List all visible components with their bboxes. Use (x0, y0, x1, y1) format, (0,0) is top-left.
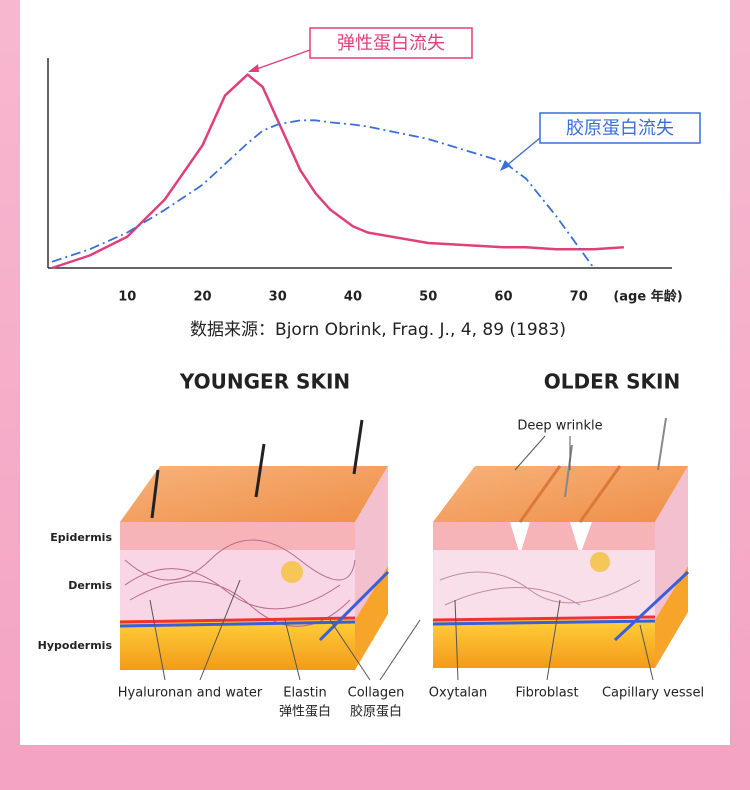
label: Oxytalan (429, 686, 488, 701)
vessel (119, 616, 356, 624)
younger-title: YOUNGER SKIN (179, 370, 350, 394)
deep-wrinkle-label: Deep wrinkle (517, 419, 602, 434)
label: 胶原蛋白 (350, 704, 402, 720)
annotations: 弹性蛋白流失 胶原蛋白流失 (248, 27, 701, 171)
wrinkle (518, 465, 622, 523)
annotation-box (539, 112, 701, 144)
epidermis (120, 522, 355, 550)
x-tick-label: 20 (193, 290, 211, 305)
fibroblast-cell (281, 561, 303, 583)
arrow-head (248, 64, 259, 72)
hair (150, 469, 160, 519)
annotation-arrow (253, 49, 311, 71)
source: 数据来源：Bjorn Obrink, Frag. J., 4, 89 (1983… (190, 320, 566, 340)
skin-illustration: YOUNGER SKIN OLDER SKIN Deep wrinkle (38, 370, 704, 720)
skin-side-fat (355, 566, 388, 670)
hair (657, 417, 667, 471)
x-tick-label: 30 (269, 290, 287, 305)
vessel (318, 570, 390, 642)
annotation-box (309, 27, 473, 59)
series-line (51, 73, 624, 270)
hypodermis (120, 620, 355, 670)
annotation: 弹性蛋白流失 (337, 33, 445, 54)
layer-label: Epidermis (50, 531, 112, 544)
label: Fibroblast (515, 686, 578, 701)
x-tick-label: 50 (419, 290, 437, 305)
label: Elastin (283, 686, 327, 701)
vessel (119, 620, 356, 628)
annotation-arrow (505, 137, 541, 167)
hair (254, 443, 266, 498)
label: 弹性蛋白 (279, 704, 331, 720)
layer-label: Dermis (68, 579, 112, 592)
vessel (432, 619, 656, 626)
hair (352, 419, 364, 475)
pointer (149, 579, 654, 681)
series-line (51, 119, 595, 269)
epidermis (433, 522, 655, 555)
hypodermis (433, 620, 655, 668)
skin-top (120, 466, 388, 522)
skin-top (433, 466, 688, 522)
hair (564, 444, 573, 498)
vessel (613, 570, 690, 642)
pointer (514, 435, 546, 471)
skin-side-fat (655, 566, 688, 668)
older-title: OLDER SKIN (544, 370, 680, 394)
label: Collagen (348, 686, 405, 701)
x-tick-label: 10 (118, 290, 136, 305)
vessel (432, 615, 656, 622)
label: Capillary vessel (602, 686, 704, 701)
fibers (439, 571, 641, 606)
annotation: 胶原蛋白流失 (566, 118, 674, 139)
x-tick-label: 60 (494, 290, 512, 305)
fibroblast-cell (590, 552, 610, 572)
label: Hyaluronan and water (118, 686, 263, 701)
arrow-head (500, 160, 511, 171)
x-tick-label: 70 (570, 290, 588, 305)
x-tick-label: 40 (344, 290, 362, 305)
layer-label: Hypodermis (38, 639, 113, 652)
dermis (433, 550, 655, 620)
x-axis-label: (age 年龄) (613, 289, 682, 305)
